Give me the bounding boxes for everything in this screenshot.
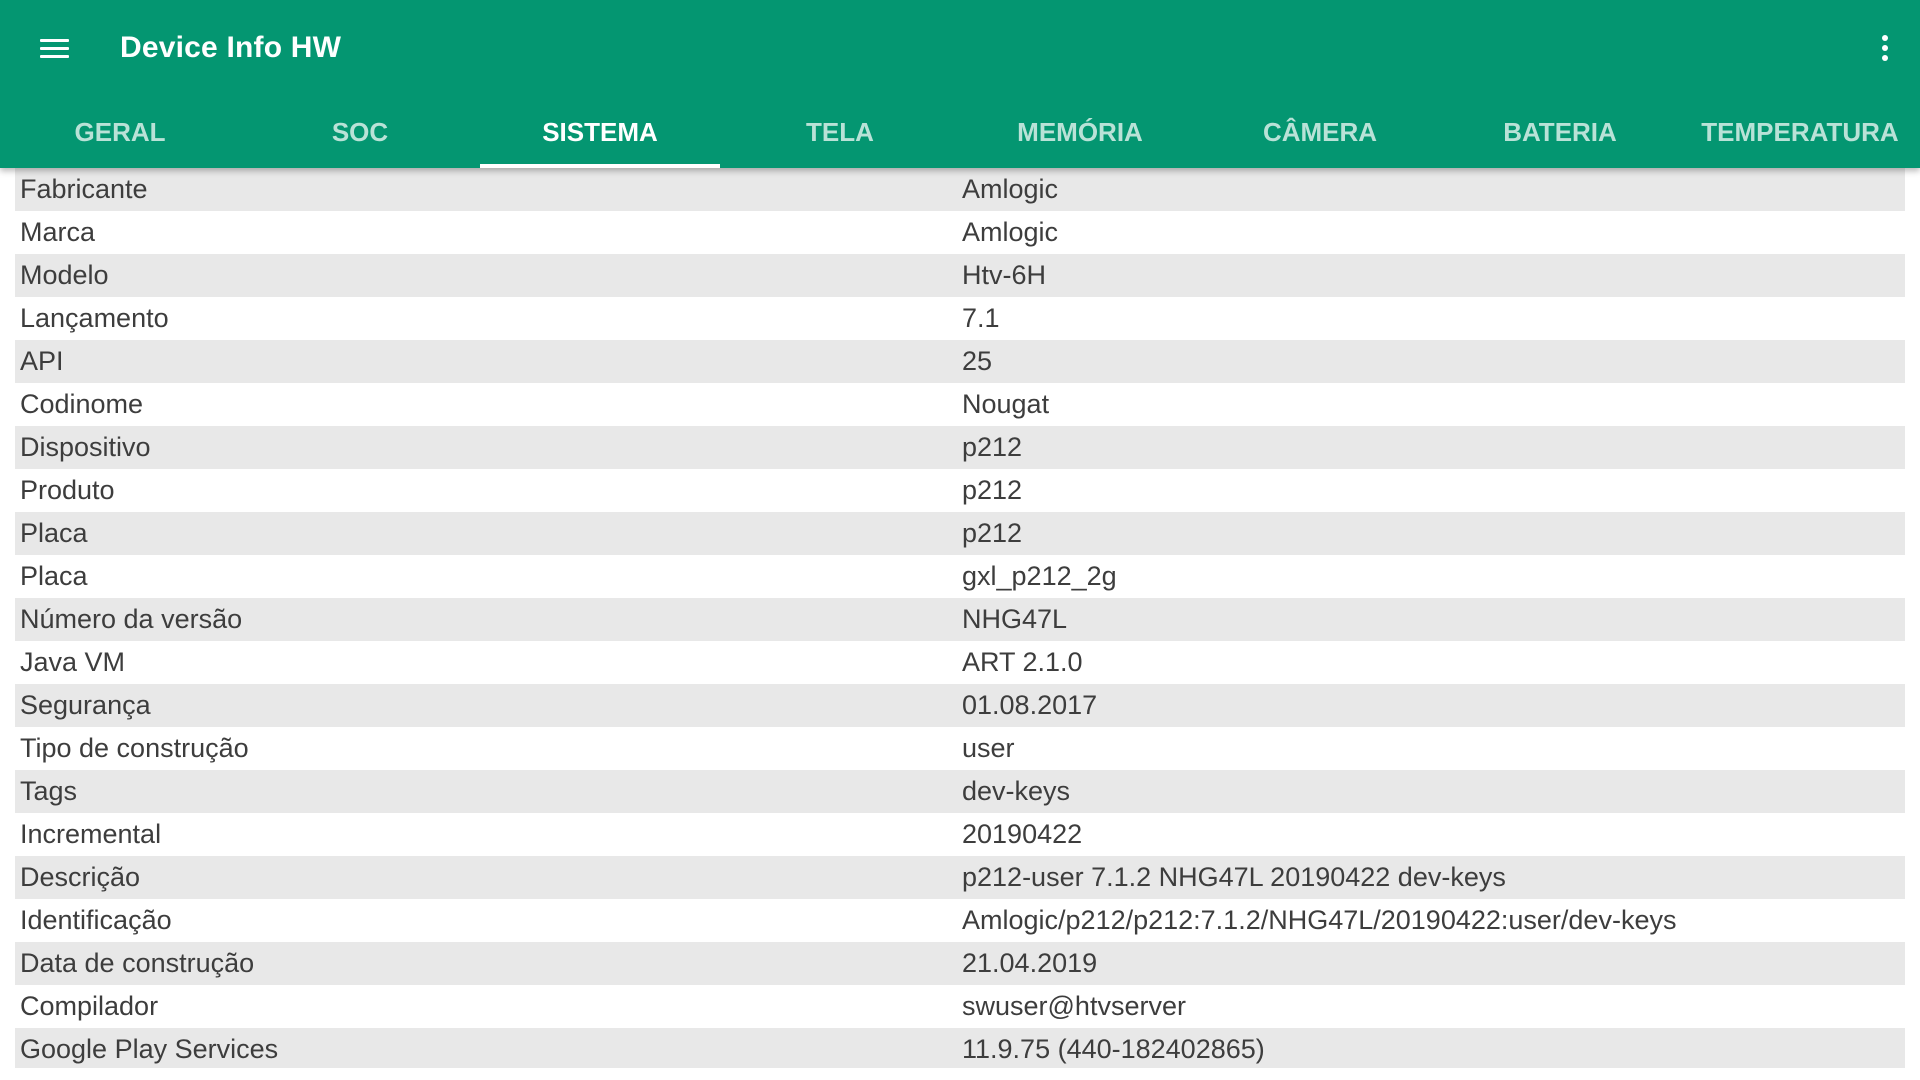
tab-geral[interactable]: GERAL <box>74 116 166 147</box>
info-label: Placa <box>20 518 88 548</box>
info-value: p212 <box>962 475 1023 505</box>
info-label: Lançamento <box>20 303 169 333</box>
info-row: Identificação Amlogic/p212/p212:7.1.2/NHG… <box>15 899 1905 942</box>
info-row: Tipo de construção user <box>15 727 1905 770</box>
info-value: 7.1 <box>962 303 1000 333</box>
info-row: API 25 <box>15 340 1905 383</box>
info-value: p212 <box>962 432 1023 462</box>
info-value: 11.9.75 (440-182402865) <box>962 1034 1265 1064</box>
info-value: Amlogic/p212/p212:7.1.2/NHG47L/20190422:… <box>962 905 1677 935</box>
info-value: ART 2.1.0 <box>962 647 1083 677</box>
info-label: Tipo de construção <box>20 733 249 763</box>
info-value: NHG47L <box>962 604 1068 634</box>
tab-camera[interactable]: CÂMERA <box>1262 116 1378 147</box>
info-value: 21.04.2019 <box>962 948 1098 978</box>
info-row: Incremental 20190422 <box>15 813 1905 856</box>
tab-bateria[interactable]: BATERIA <box>1503 116 1617 147</box>
tab-tela[interactable]: TELA <box>806 116 874 147</box>
info-label: Compilador <box>20 991 159 1021</box>
info-label: Fabricante <box>20 174 148 204</box>
info-value: user <box>962 733 1015 763</box>
hamburger-menu-icon <box>39 37 69 59</box>
info-value: p212-user 7.1.2 NHG47L 20190422 dev-keys <box>962 862 1506 892</box>
info-label: Incremental <box>20 819 162 849</box>
info-label: Java VM <box>20 647 126 677</box>
info-label: Segurança <box>20 690 151 720</box>
info-value: Amlogic <box>962 217 1059 247</box>
info-label: Codinome <box>20 389 144 419</box>
info-label: Descrição <box>20 862 141 892</box>
info-row: Descrição p212-user 7.1.2 NHG47L 20190422… <box>15 856 1905 899</box>
info-row: Marca Amlogic <box>15 211 1905 254</box>
list-bottom-edge <box>0 1068 1920 1080</box>
toolbar: Device Info HW <box>0 0 1920 96</box>
info-label: Modelo <box>20 260 109 290</box>
info-label: Produto <box>20 475 115 505</box>
system-info-list: Fabricante Amlogic Marca Amlogic Modelo Htv-6… <box>15 168 1905 1071</box>
info-row: Lançamento 7.1 <box>15 297 1905 340</box>
info-value: Nougat <box>962 389 1050 419</box>
info-row: Java VM ART 2.1.0 <box>15 641 1905 684</box>
info-value: dev-keys <box>962 776 1071 806</box>
info-label: Número da versão <box>20 604 243 634</box>
info-row: Data de construção 21.04.2019 <box>15 942 1905 985</box>
info-value: 01.08.2017 <box>962 690 1098 720</box>
info-value: swuser@htvserver <box>962 991 1186 1021</box>
info-label: API <box>20 346 64 376</box>
info-row: Dispositivo p212 <box>15 426 1905 469</box>
info-row: Fabricante Amlogic <box>15 168 1905 211</box>
info-label: Google Play Services <box>20 1034 279 1064</box>
info-value: p212 <box>962 518 1023 548</box>
tab-sistema[interactable]: SISTEMA <box>480 96 720 168</box>
tab-memoria[interactable]: MEMÓRIA <box>1017 116 1143 147</box>
overflow-menu-button[interactable] <box>1860 22 1910 74</box>
info-row: Produto p212 <box>15 469 1905 512</box>
info-label: Marca <box>20 217 96 247</box>
info-row: Placa gxl_p212_2g <box>15 555 1905 598</box>
info-label: Tags <box>20 776 78 806</box>
app-bar: Device Info HW GERAL SOC SISTEMA TELA MEMÓRI… <box>0 0 1920 168</box>
info-row: Google Play Services 11.9.75 (440-1824028… <box>15 1028 1905 1071</box>
info-value: Amlogic <box>962 174 1059 204</box>
info-row: Compilador swuser@htvserver <box>15 985 1905 1028</box>
more-vert-icon <box>1882 35 1888 61</box>
navigation-drawer-button[interactable] <box>26 22 82 74</box>
info-label: Identificação <box>20 905 172 935</box>
info-value: 25 <box>962 346 993 376</box>
info-row: Número da versão NHG47L <box>15 598 1905 641</box>
info-row: Segurança 01.08.2017 <box>15 684 1905 727</box>
info-row: Placa p212 <box>15 512 1905 555</box>
info-label: Data de construção <box>20 948 255 978</box>
info-row: Modelo Htv-6H <box>15 254 1905 297</box>
info-label: Dispositivo <box>20 432 151 462</box>
info-value: Htv-6H <box>962 260 1047 290</box>
info-row: Tags dev-keys <box>15 770 1905 813</box>
info-row: Codinome Nougat <box>15 383 1905 426</box>
info-value: 20190422 <box>962 819 1083 849</box>
info-label: Placa <box>20 561 88 591</box>
tab-temperatura[interactable]: TEMPERATURA <box>1701 116 1899 147</box>
info-value: gxl_p212_2g <box>962 561 1117 591</box>
tab-bar: GERAL SOC SISTEMA TELA MEMÓRIA CÂMERA BATERIA T… <box>0 96 1920 168</box>
tab-soc[interactable]: SOC <box>331 116 389 147</box>
app-title: Device Info HW <box>120 31 342 64</box>
